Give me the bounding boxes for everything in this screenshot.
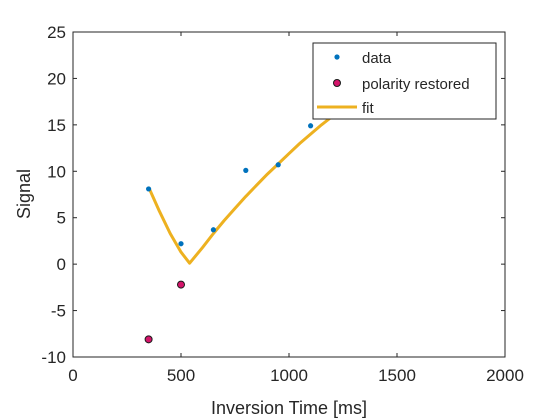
y-tick-label: 10: [47, 162, 66, 181]
data-point: [308, 123, 314, 129]
y-axis-label: Signal: [14, 169, 34, 219]
axes-box: [72, 31, 506, 358]
x-tick-label: 0: [68, 366, 77, 385]
y-tick-label: -5: [51, 302, 66, 321]
x-axis-label: Inversion Time [ms]: [211, 398, 367, 418]
legend-marker: [334, 54, 340, 60]
data-point: [275, 162, 281, 168]
polarity-restored-point: [177, 280, 185, 289]
legend: data polarity restored fit: [312, 42, 497, 120]
polarity-restored-point: [144, 335, 153, 344]
data-point: [210, 227, 216, 233]
series-fit-line: [147, 106, 344, 265]
data-point: [146, 186, 152, 192]
y-tick-label: 20: [47, 69, 66, 88]
x-tick-label: 2000: [486, 366, 524, 385]
y-tick-label: 25: [47, 23, 66, 42]
legend-label: data: [362, 50, 392, 67]
legend-label: fit: [362, 100, 375, 117]
y-tick-label: 5: [57, 209, 66, 228]
x-tick-label: 500: [167, 366, 195, 385]
data-point: [178, 241, 184, 247]
y-tick-label: 0: [57, 255, 66, 274]
legend-marker: [333, 79, 341, 87]
legend-label: polarity restored: [362, 76, 470, 93]
series-layer: [144, 106, 344, 344]
y-tick-label: -10: [41, 348, 66, 367]
x-tick-label: 1500: [378, 366, 416, 385]
data-point: [243, 167, 249, 173]
x-tick-label: 1000: [270, 366, 308, 385]
y-tick-label: 15: [47, 116, 66, 135]
ticks-layer: 0 500 1000 1500 2000 -10 -5 0 5 10 15 20 25: [41, 23, 523, 385]
